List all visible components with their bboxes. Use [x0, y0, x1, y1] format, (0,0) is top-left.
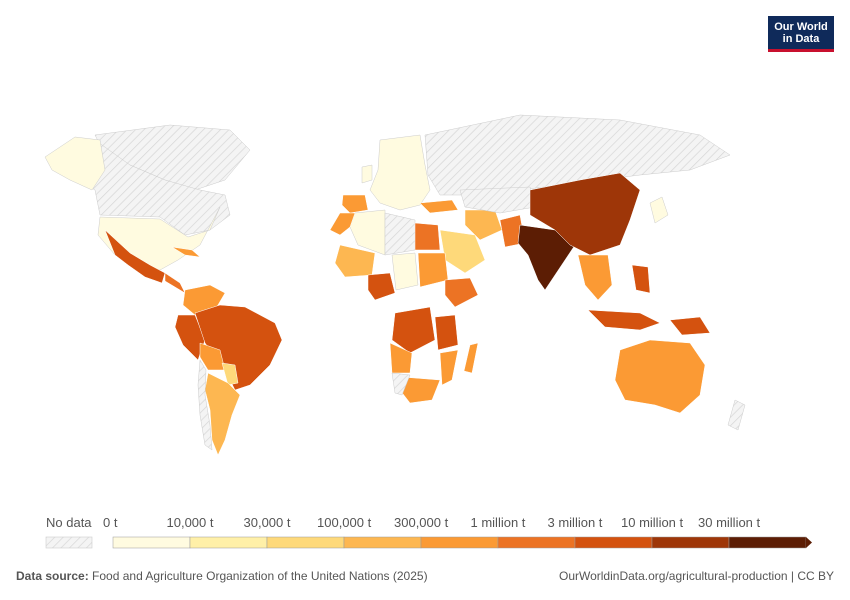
country-mexico[interactable]	[104, 229, 166, 284]
legend-swatch-4	[420, 536, 499, 549]
country-namibia[interactable]	[391, 372, 411, 396]
country-drc[interactable]	[391, 306, 436, 354]
source-url-link[interactable]: OurWorldinData.org/agricultural-producti…	[558, 569, 834, 583]
country-japan[interactable]	[649, 196, 669, 224]
legend-swatch-2	[266, 536, 345, 549]
country-china[interactable]	[529, 172, 641, 256]
source-prefix: Data source:	[16, 569, 89, 583]
source-text: Food and Agriculture Organization of the…	[92, 569, 428, 583]
legend-label-0: 0 t	[103, 515, 118, 530]
legend-swatch-8	[728, 536, 807, 549]
country-mali[interactable]	[334, 244, 376, 278]
country-sudan[interactable]	[417, 252, 449, 288]
country-central-america[interactable]	[164, 272, 186, 294]
legend-swatches	[45, 536, 812, 549]
country-chad[interactable]	[391, 252, 419, 291]
country-angola[interactable]	[389, 342, 413, 374]
country-alaska[interactable]	[44, 136, 106, 191]
legend-swatch-1	[189, 536, 268, 549]
legend-label-2: 30,000 t	[243, 515, 291, 530]
legend-label-1: 10,000 t	[166, 515, 214, 530]
legend-label-6: 3 million t	[547, 515, 603, 530]
country-paraguay[interactable]	[221, 362, 239, 386]
legend-label-8: 30 million t	[698, 515, 761, 530]
legend-swatch-5	[497, 536, 576, 549]
owid-logo[interactable]: Our World in Data	[768, 16, 834, 52]
data-source: Data source: Food and Agriculture Organi…	[16, 569, 428, 583]
country-chile[interactable]	[197, 359, 213, 451]
country-indonesia[interactable]	[587, 309, 661, 331]
country-tanzania[interactable]	[434, 314, 459, 351]
country-uk[interactable]	[361, 164, 373, 184]
country-nigeria[interactable]	[367, 272, 396, 301]
country-southeast-asia[interactable]	[577, 254, 613, 301]
country-egypt[interactable]	[414, 222, 441, 251]
country-morocco[interactable]	[329, 212, 356, 236]
country-madagascar[interactable]	[463, 342, 479, 374]
country-kazakhstan[interactable]	[459, 186, 536, 214]
country-cuba[interactable]	[171, 246, 201, 258]
legend-swatch-7	[651, 536, 730, 549]
legend-label-7: 10 million t	[621, 515, 684, 530]
region-europe[interactable]	[369, 134, 431, 211]
country-new-zealand[interactable]	[727, 399, 746, 431]
legend-swatch-0	[112, 536, 191, 549]
country-australia[interactable]	[614, 339, 706, 414]
country-turkey[interactable]	[419, 199, 459, 214]
legend: No data 0 t 10,000 t 30,000 t 100,000 t 300,0…	[0, 515, 850, 555]
legend-arrow	[806, 537, 812, 548]
country-philippines[interactable]	[631, 264, 651, 294]
country-argentina[interactable]	[204, 372, 241, 456]
country-peru[interactable]	[174, 314, 206, 361]
world-map	[44, 114, 746, 456]
country-bolivia[interactable]	[199, 342, 226, 371]
country-spain[interactable]	[341, 194, 369, 214]
legend-label-3: 100,000 t	[317, 515, 372, 530]
country-libya[interactable]	[384, 212, 416, 256]
logo-line-1: Our World	[774, 21, 828, 33]
logo-line-2: in Data	[782, 33, 820, 45]
country-papua-new-guinea[interactable]	[669, 316, 711, 336]
legend-no-data-label: No data	[46, 515, 92, 530]
country-ethiopia[interactable]	[444, 277, 479, 308]
legend-swatch-no-data	[45, 536, 93, 549]
legend-swatch-6	[574, 536, 653, 549]
legend-label-5: 1 million t	[470, 515, 526, 530]
country-mozambique[interactable]	[439, 349, 459, 386]
legend-label-4: 300,000 t	[394, 515, 449, 530]
legend-swatch-3	[343, 536, 422, 549]
